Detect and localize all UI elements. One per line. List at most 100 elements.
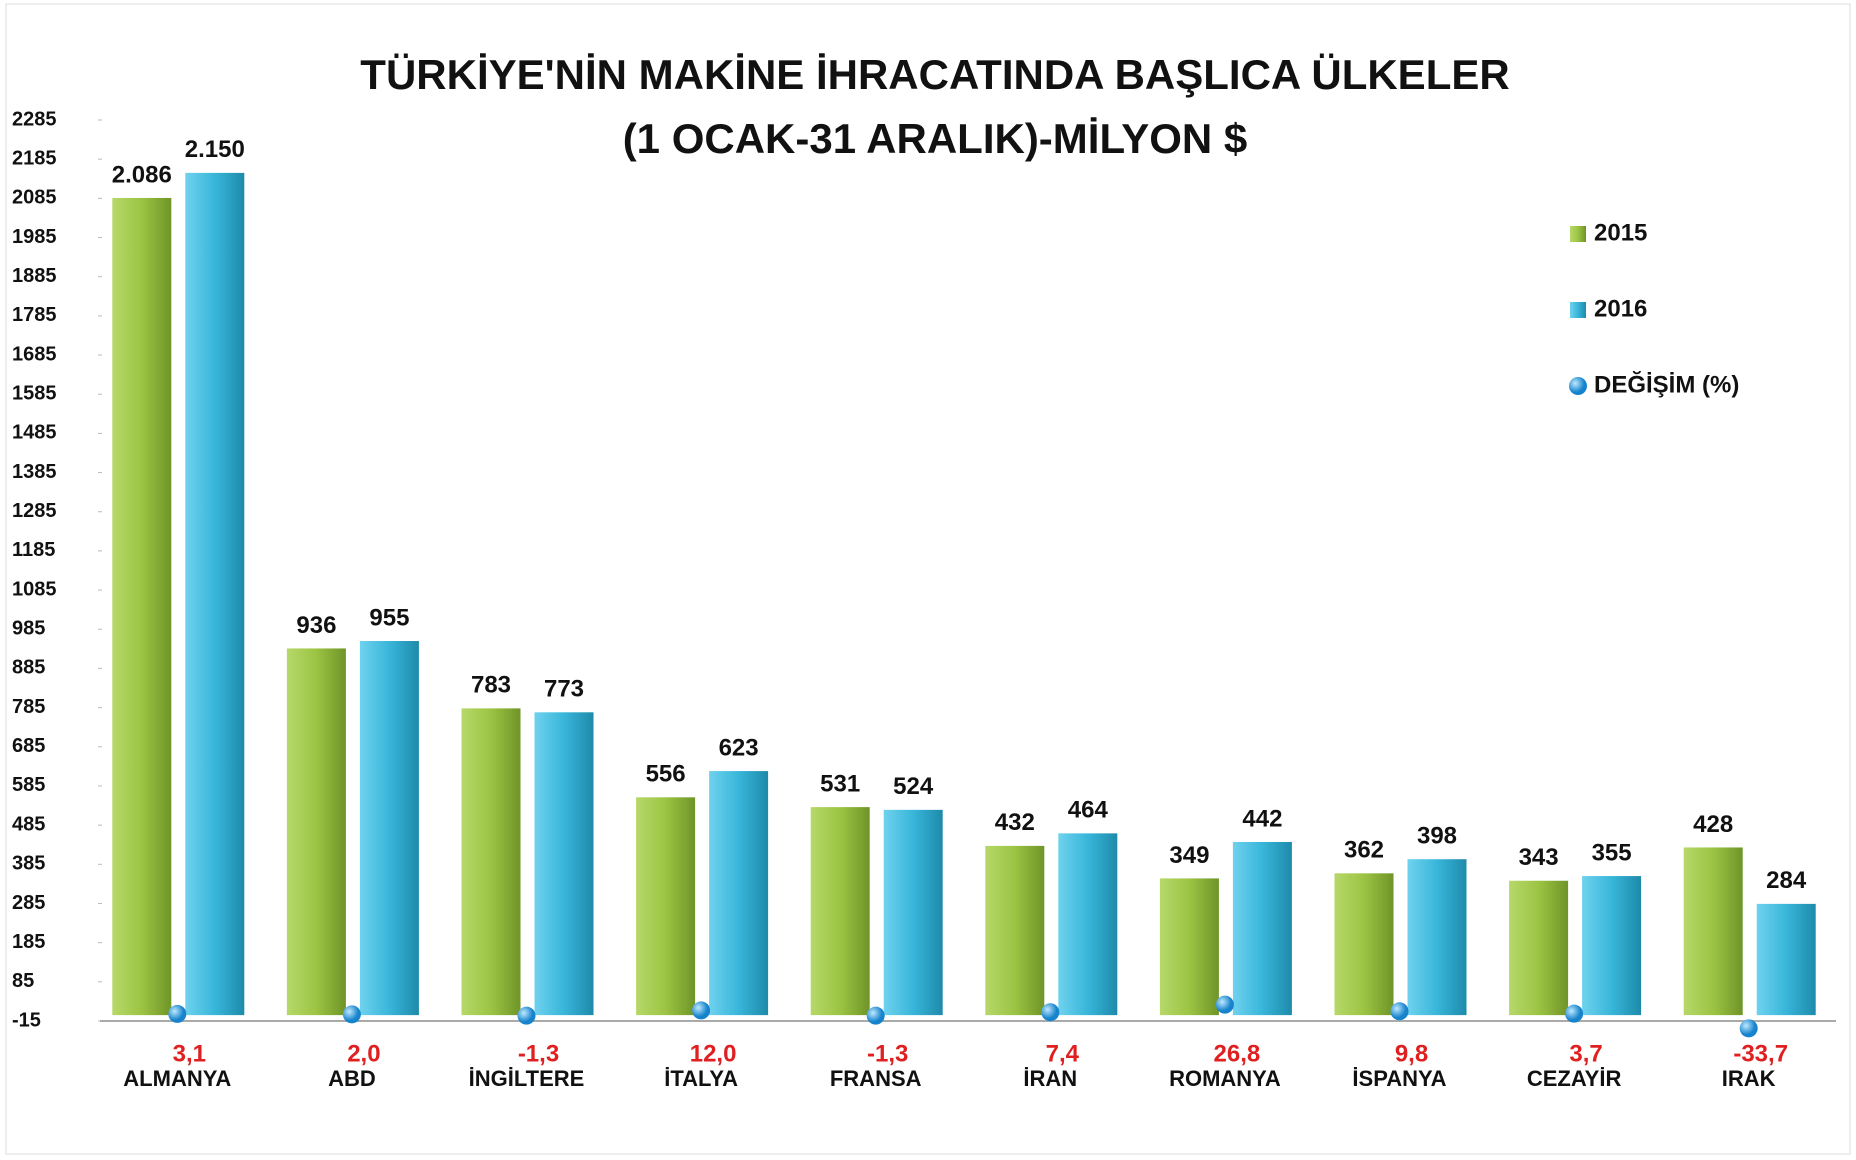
change-marker [1390,1002,1409,1021]
y-tick-label: 1585 [12,382,57,404]
bar [1334,873,1394,1016]
x-tick-label: İTALYA [664,1066,738,1091]
y-tick-label: 685 [12,735,45,757]
value-label: 556 [646,761,686,788]
chart-subtitle: (1 OCAK-31 ARALIK)-MİLYON $ [623,115,1248,162]
x-tick-label: ROMANYA [1169,1066,1281,1091]
bar [883,809,943,1016]
change-label: 3,1 [173,1040,206,1067]
x-tick-label: ALMANYA [123,1066,231,1091]
value-label: 783 [471,672,511,699]
y-tick-label: 85 [12,970,34,992]
bar [1756,903,1816,1016]
bar [1232,841,1292,1016]
y-tick-label: 1985 [12,226,57,248]
change-label: -1,3 [518,1040,559,1067]
bar [359,641,419,1016]
bar [1509,880,1569,1016]
y-tick-label: -15 [12,1009,41,1031]
value-label: 349 [1169,842,1209,869]
bar [286,648,346,1016]
x-tick-label: İNGİLTERE [469,1066,585,1091]
y-tick-label: 2285 [12,108,57,130]
change-marker [1739,1019,1758,1038]
y-tick-label: 1185 [12,539,55,561]
value-label: 623 [719,734,759,761]
value-label: 2.150 [185,136,245,163]
x-tick-label: İSPANYA [1352,1066,1446,1091]
y-tick-label: 485 [12,813,45,835]
change-marker [517,1006,536,1025]
x-tick-label: ABD [328,1066,376,1091]
x-tick-label: IRAK [1722,1066,1776,1091]
x-tick-label: İRAN [1023,1066,1077,1091]
change-label: -1,3 [867,1040,908,1067]
change-marker [866,1006,885,1025]
x-tick-label: CEZAYİR [1527,1066,1622,1091]
change-marker [168,1004,187,1023]
y-tick-label: 2085 [12,187,57,209]
value-label: 362 [1344,837,1384,864]
legend-label: 2016 [1594,295,1647,322]
y-tick-label: 1085 [12,578,57,600]
value-label: 355 [1592,839,1632,866]
bar [1058,833,1118,1016]
change-label: 2,0 [347,1040,380,1067]
bar [1159,878,1219,1016]
y-tick-label: 585 [12,774,45,796]
value-label: 428 [1693,811,1733,838]
y-tick-label: 1285 [12,500,57,522]
bar [1407,859,1467,1016]
bar [112,197,172,1016]
legend-swatch [1570,226,1586,242]
y-tick-label: 1885 [12,265,57,287]
bar [985,845,1045,1016]
change-label: 9,8 [1395,1040,1428,1067]
x-tick-label: FRANSA [830,1066,922,1091]
y-tick-label: 385 [12,853,45,875]
change-marker [1565,1004,1584,1023]
legend-label: DEĞİŞİM (%) [1594,370,1739,398]
y-tick-label: 185 [12,931,45,953]
y-tick-label: 1385 [12,461,57,483]
value-label: 432 [995,809,1035,836]
legend-label: 2015 [1594,219,1647,246]
y-tick-label: 1485 [12,422,57,444]
y-tick-label: 1685 [12,343,57,365]
chart-title: TÜRKİYE'NİN MAKİNE İHRACATINDA BAŞLICA Ü… [360,51,1509,98]
value-label: 773 [544,676,584,703]
change-label: 26,8 [1214,1040,1261,1067]
bar [461,708,521,1016]
value-label: 398 [1417,823,1457,850]
y-tick-label: 2185 [12,147,57,169]
change-marker [1041,1003,1060,1022]
value-label: 936 [296,612,336,639]
value-label: 343 [1519,844,1559,871]
y-tick-label: 885 [12,657,45,679]
y-tick-label: 785 [12,696,45,718]
value-label: 284 [1766,867,1807,894]
change-marker [342,1005,361,1024]
value-label: 442 [1242,805,1282,832]
bar [534,712,594,1016]
value-label: 524 [893,773,934,800]
value-label: 531 [820,770,860,797]
legend-swatch [1569,377,1587,395]
change-label: 3,7 [1569,1040,1602,1067]
change-label: -33,7 [1733,1040,1788,1067]
bar [185,172,245,1016]
value-label: 464 [1068,797,1109,824]
bar [1683,847,1743,1016]
change-label: 7,4 [1046,1040,1080,1067]
bar [709,771,769,1016]
bar [810,807,870,1016]
y-tick-label: 285 [12,892,45,914]
bar [1582,876,1642,1016]
change-marker [692,1001,711,1020]
legend-swatch [1570,302,1586,318]
change-label: 12,0 [690,1040,737,1067]
value-label: 955 [369,604,409,631]
y-tick-label: 1785 [12,304,57,326]
